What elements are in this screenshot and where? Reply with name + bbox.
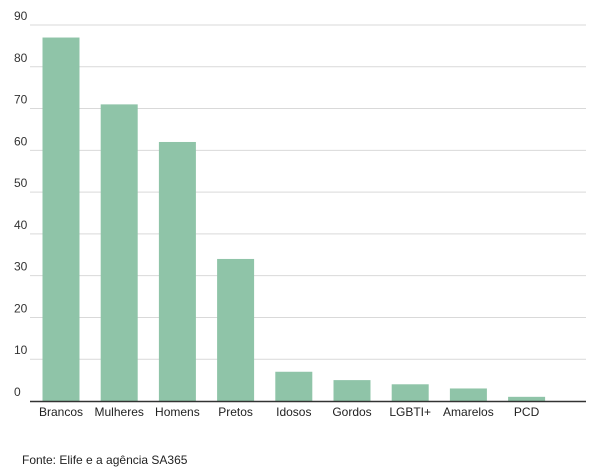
bar-pretos <box>217 258 255 401</box>
bar-idosos <box>275 371 313 401</box>
y-tick-label: 50 <box>14 176 28 190</box>
x-axis-category-labels: Brancos Mulheres Homens Pretos Idosos Gordos L… <box>39 405 540 419</box>
bar-pcd <box>508 396 546 401</box>
bar-chart: 0 10 20 30 40 50 60 70 80 90 Brancos Mulheres Homen… <box>14 9 586 419</box>
x-category-label: LGBTI+ <box>389 405 431 419</box>
y-tick-label: 0 <box>14 385 21 399</box>
bar-gordos <box>333 380 371 401</box>
x-category-label: Gordos <box>332 405 371 419</box>
y-tick-label: 10 <box>14 343 28 357</box>
bar-brancos <box>42 37 80 402</box>
y-axis-tick-labels: 0 10 20 30 40 50 60 70 80 90 <box>14 9 28 399</box>
bar-homens <box>158 141 196 401</box>
x-category-label: PCD <box>514 405 540 419</box>
y-tick-label: 90 <box>14 9 28 23</box>
bar-amarelos <box>449 388 487 401</box>
source-note: Fonte: Elife e a agência SA365 <box>22 453 188 467</box>
x-category-label: Idosos <box>276 405 311 419</box>
x-category-label: Brancos <box>39 405 83 419</box>
y-tick-label: 80 <box>14 51 28 65</box>
bars <box>42 37 546 402</box>
x-category-label: Mulheres <box>95 405 144 419</box>
y-tick-label: 20 <box>14 301 28 315</box>
y-tick-label: 40 <box>14 218 28 232</box>
x-category-label: Homens <box>155 405 200 419</box>
bar-lgbti <box>391 384 429 401</box>
y-tick-label: 30 <box>14 260 28 274</box>
y-tick-label: 70 <box>14 93 28 107</box>
y-tick-label: 60 <box>14 134 28 148</box>
x-category-label: Amarelos <box>443 405 494 419</box>
bar-mulheres <box>100 104 138 401</box>
x-category-label: Pretos <box>218 405 253 419</box>
